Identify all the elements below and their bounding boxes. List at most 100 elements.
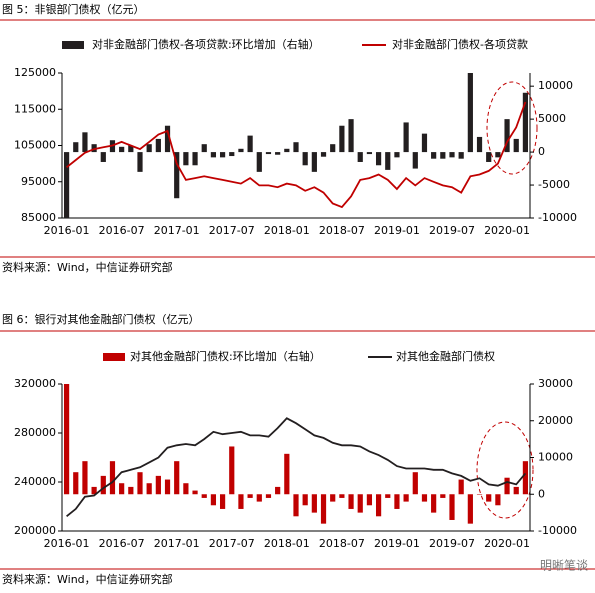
bar [366, 152, 373, 155]
bar [201, 494, 207, 498]
bar [366, 494, 373, 506]
line [66, 101, 527, 209]
x-tick-label: 2020-01 [484, 537, 530, 550]
bar [357, 494, 363, 513]
bar [320, 494, 327, 524]
bar [431, 152, 437, 159]
y2-tick-label: 30000 [538, 377, 573, 390]
line [66, 417, 527, 518]
bar [238, 494, 244, 509]
y-tick-label: 200000 [14, 524, 56, 537]
bar [247, 135, 253, 153]
bar [522, 92, 529, 153]
bar [247, 494, 253, 498]
bar [174, 461, 180, 495]
bar [467, 73, 473, 153]
bar [82, 132, 88, 153]
bar [495, 494, 501, 506]
x-tick-label: 2016-01 [44, 224, 90, 237]
x-tick-label: 2020-01 [484, 224, 530, 237]
legend-label: 对非金融部门债权-各项贷款 [392, 37, 528, 51]
bar [100, 475, 106, 495]
bar [385, 152, 391, 170]
x-tick-label: 2019-07 [429, 224, 475, 237]
bar [284, 453, 290, 495]
bar [219, 152, 226, 158]
bar [119, 483, 125, 495]
bar [431, 494, 437, 513]
bar [164, 125, 171, 153]
legend-label: 对其他金融部门债权 [396, 349, 495, 363]
bar [73, 472, 79, 495]
x-tick-label: 2017-07 [209, 224, 255, 237]
bar [403, 494, 409, 502]
bar [73, 142, 79, 153]
x-tick-label: 2018-01 [264, 224, 310, 237]
watermark: 明晰笔谈 [540, 558, 588, 573]
x-tick-label: 2016-07 [99, 537, 145, 550]
bar [91, 486, 97, 495]
y2-tick-label: -10000 [538, 211, 577, 224]
bar [238, 148, 244, 153]
x-tick-label: 2018-07 [319, 224, 365, 237]
bar [91, 144, 97, 153]
bar [256, 494, 262, 502]
y2-tick-label: 0 [538, 487, 545, 500]
bar [119, 146, 125, 153]
bar [155, 138, 161, 153]
y-tick-label: 85000 [21, 211, 56, 224]
bar [421, 133, 428, 153]
y-tick-label: 95000 [21, 175, 56, 188]
bar [256, 152, 262, 172]
bar [522, 461, 529, 495]
figure-title: 图 5：非银部门债权（亿元） [2, 2, 145, 16]
bar [412, 152, 418, 169]
bar [63, 152, 70, 218]
bar [467, 494, 473, 524]
bar [164, 479, 171, 495]
bar [293, 142, 299, 153]
x-tick-label: 2016-07 [99, 224, 145, 237]
bar [458, 152, 464, 159]
bar [63, 384, 70, 495]
x-tick-label: 2019-07 [429, 537, 475, 550]
source-note: 资料来源：Wind，中信证券研究部 [2, 572, 173, 586]
bar [449, 494, 455, 520]
bar [339, 125, 345, 153]
bar [394, 152, 400, 158]
x-tick-label: 2019-01 [374, 537, 420, 550]
bar [504, 477, 510, 495]
bar [128, 486, 134, 495]
bar [137, 152, 143, 172]
bar [330, 494, 336, 502]
bar [375, 494, 382, 517]
bar [311, 152, 317, 172]
bar [412, 472, 418, 495]
bar [476, 136, 483, 153]
bar [440, 152, 446, 159]
bar [311, 494, 317, 513]
x-tick-label: 2019-01 [374, 224, 420, 237]
bar [174, 152, 180, 199]
bar [155, 475, 161, 495]
bar [192, 490, 198, 495]
bar [458, 479, 464, 495]
x-tick-label: 2016-01 [44, 537, 90, 550]
bar [486, 152, 492, 162]
bar [265, 152, 272, 155]
bar [449, 152, 455, 158]
bar [192, 152, 198, 166]
figure-title: 图 6：银行对其他金融部门债权（亿元） [2, 312, 200, 326]
bar [421, 494, 428, 502]
bar [146, 144, 152, 153]
bar [275, 152, 281, 155]
bar [201, 144, 207, 153]
y2-tick-label: -10000 [538, 524, 577, 537]
bar [375, 152, 382, 166]
bar [265, 494, 272, 498]
bar [146, 483, 152, 495]
bar [293, 494, 299, 517]
bar [302, 494, 308, 506]
bar [440, 494, 446, 498]
y-tick-label: 105000 [14, 139, 56, 152]
